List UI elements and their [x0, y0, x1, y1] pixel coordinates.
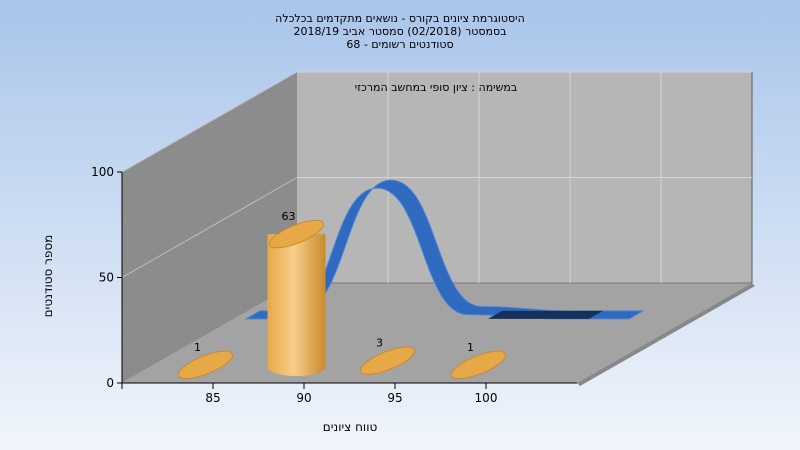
bar-value-label: 3 [376, 337, 383, 350]
x-tick-label: 100 [475, 391, 498, 405]
chart-title-line-2: בסמסטר (02/2018) סמסטר אביב 2018/19 [293, 25, 506, 38]
series-ribbon [244, 179, 645, 320]
bar-top [450, 350, 507, 380]
x-tick-label: 85 [205, 391, 220, 405]
chart-title-line-3: סטודנטים רשומים - 68 [346, 38, 453, 51]
y-tick-label: 100 [91, 165, 114, 179]
bar-top [359, 346, 416, 375]
y-tick-labels: 0 50 100 [91, 165, 122, 390]
bar-value-label: 1 [467, 341, 474, 354]
gridline-side [121, 71, 298, 173]
x-tick-label: 90 [296, 391, 311, 405]
x-tick-label: 95 [387, 391, 402, 405]
bar-cylinder [450, 350, 507, 380]
gridline-side [121, 177, 298, 278]
data-labels: 1 63 3 1 [194, 210, 474, 354]
bar-top [177, 350, 234, 380]
bar-value-label: 63 [282, 210, 296, 223]
series-bars [177, 219, 507, 380]
y-tick-label: 0 [106, 376, 114, 390]
y-axis-label: מספר סטודנטים [41, 235, 55, 318]
bar-cylinder [267, 219, 326, 376]
bar-cylinder [177, 350, 234, 380]
chart-title-line-1: היסטוגרמת ציונים בקורס - נושאים מתקדמים … [275, 12, 525, 25]
floor-front-edge [577, 283, 755, 386]
gridlines [121, 71, 752, 283]
bar-value-label: 1 [194, 341, 201, 354]
chart-subtitle: במשימה : ציון סופי במחשב המרכזי [355, 81, 518, 94]
plot-walls [122, 72, 755, 386]
x-tick-labels: 85 90 95 100 [121, 383, 498, 405]
bar-top [268, 219, 325, 249]
x-axis-label: טווח ציונים [323, 420, 378, 434]
ribbon-floor-segment [488, 310, 603, 319]
y-tick-label: 50 [99, 271, 114, 285]
bar-body [267, 234, 326, 376]
ribbon-band [244, 179, 645, 320]
bar-cylinder [359, 346, 416, 375]
